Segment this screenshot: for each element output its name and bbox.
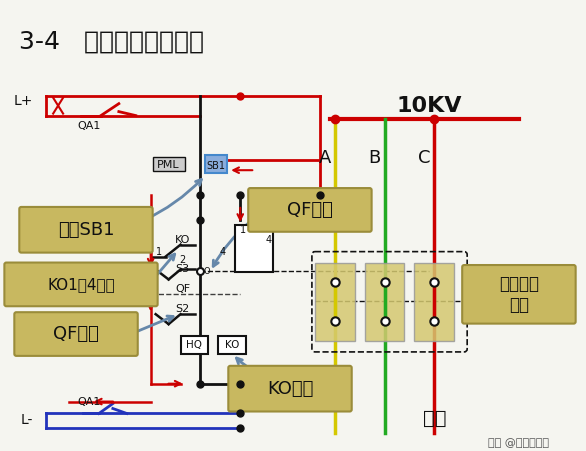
Text: 真空开关
合上: 真空开关 合上: [499, 275, 539, 314]
FancyBboxPatch shape: [462, 265, 575, 324]
Text: S3: S3: [175, 264, 190, 275]
FancyBboxPatch shape: [364, 262, 404, 341]
Text: L+: L+: [14, 94, 33, 108]
FancyBboxPatch shape: [219, 336, 246, 354]
Text: 4: 4: [265, 235, 271, 245]
FancyBboxPatch shape: [248, 188, 372, 232]
FancyBboxPatch shape: [153, 157, 185, 171]
Text: KO: KO: [175, 235, 190, 245]
Text: 1: 1: [155, 247, 162, 257]
FancyBboxPatch shape: [4, 262, 158, 306]
Text: KO: KO: [225, 340, 240, 350]
Text: 负载: 负载: [423, 409, 446, 428]
Text: PML: PML: [157, 160, 180, 170]
Text: C: C: [418, 149, 431, 167]
Text: SB1: SB1: [207, 161, 226, 171]
Text: QA1: QA1: [77, 120, 101, 130]
Text: B: B: [369, 149, 381, 167]
Text: QA1: QA1: [77, 396, 101, 406]
FancyBboxPatch shape: [229, 366, 352, 411]
Text: 4: 4: [219, 247, 226, 257]
FancyBboxPatch shape: [180, 336, 209, 354]
FancyBboxPatch shape: [19, 207, 153, 253]
Text: 头条 @兴福园电力: 头条 @兴福园电力: [488, 438, 550, 448]
Text: 10KV: 10KV: [397, 96, 462, 115]
FancyBboxPatch shape: [315, 262, 355, 341]
Text: QF接通: QF接通: [287, 201, 333, 219]
Text: QF: QF: [175, 285, 190, 295]
Text: 3-4   防止开关跳跃原理: 3-4 防止开关跳跃原理: [19, 29, 205, 53]
FancyBboxPatch shape: [414, 262, 454, 341]
FancyBboxPatch shape: [235, 225, 273, 272]
Text: HQ: HQ: [186, 340, 203, 350]
FancyBboxPatch shape: [206, 155, 227, 173]
Text: L-: L-: [21, 414, 33, 428]
Text: KO得电: KO得电: [267, 380, 313, 398]
Text: KO1、4接通: KO1、4接通: [47, 277, 115, 292]
Text: 1: 1: [240, 225, 246, 235]
Text: O: O: [203, 267, 210, 276]
Text: S2: S2: [175, 304, 190, 314]
Text: 按下SB1: 按下SB1: [58, 221, 114, 239]
Text: QF断开: QF断开: [53, 325, 99, 343]
Text: 2: 2: [179, 254, 186, 265]
Text: A: A: [319, 149, 331, 167]
FancyBboxPatch shape: [14, 312, 138, 356]
